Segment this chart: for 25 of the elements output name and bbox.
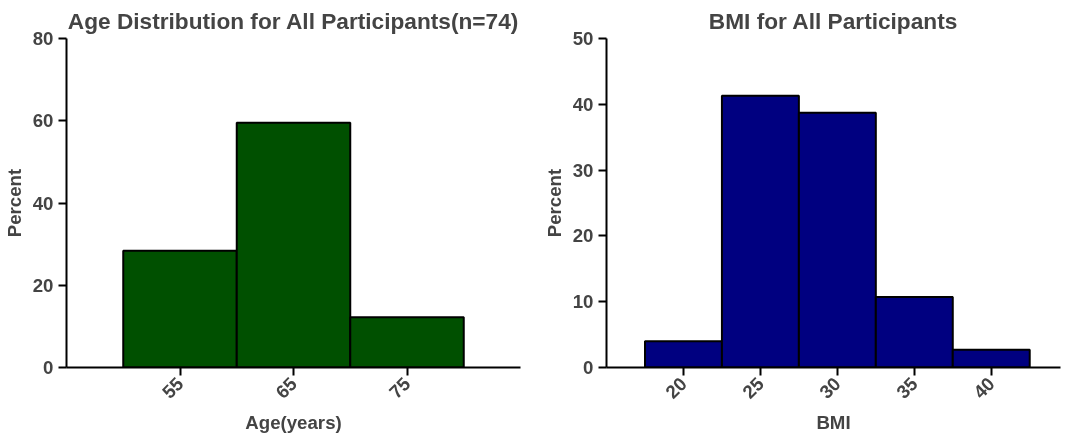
- y-tick-label: 20: [32, 274, 54, 296]
- y-tick-label: 40: [572, 93, 594, 115]
- x-tick-label: 55: [157, 373, 188, 403]
- x-tick-label: 65: [271, 373, 301, 403]
- x-tick-label: 20: [661, 373, 691, 403]
- x-axis-title: BMI: [816, 412, 851, 434]
- y-tick-label: 20: [572, 225, 594, 247]
- y-axis-title: Percent: [543, 168, 565, 238]
- y-axis-title: Percent: [3, 168, 25, 238]
- y-tick-label: 30: [572, 159, 594, 181]
- chart-title: Age Distribution for All Participants(n=74): [67, 7, 519, 34]
- x-tick-label: 75: [384, 373, 415, 403]
- y-tick-label: 60: [32, 110, 54, 132]
- y-tick-label: 40: [32, 192, 54, 214]
- y-tick-label: 10: [572, 291, 594, 313]
- y-tick-label: 80: [32, 28, 54, 49]
- x-tick-label: 35: [892, 373, 922, 403]
- x-tick-label: 30: [815, 373, 845, 403]
- chart-title: BMI for All Participants: [708, 7, 958, 34]
- x-axis-title: Age(years): [245, 412, 342, 434]
- x-tick-label: 40: [969, 373, 999, 403]
- y-tick-label: 0: [43, 357, 54, 378]
- y-tick-label: 0: [583, 357, 594, 378]
- x-tick-label: 25: [738, 373, 768, 403]
- y-tick-label: 50: [572, 28, 594, 49]
